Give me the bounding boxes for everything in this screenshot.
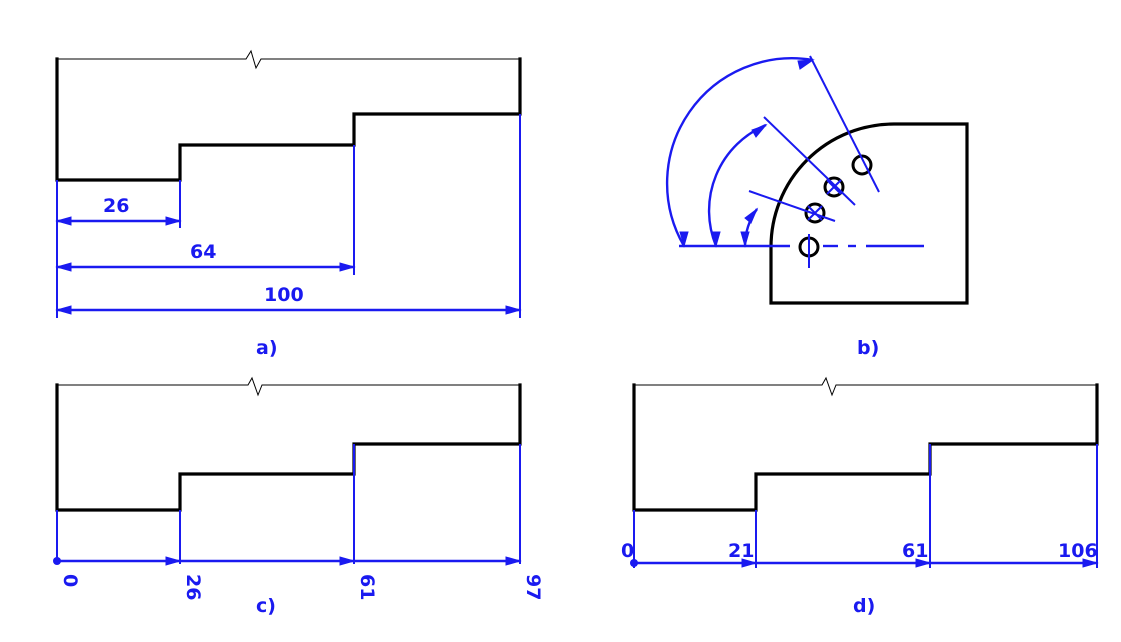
stepped-profile xyxy=(57,59,520,180)
arrowhead xyxy=(798,60,813,69)
arrowhead xyxy=(752,125,766,137)
arrowhead xyxy=(166,217,180,225)
dimension-text: 64 xyxy=(190,241,216,263)
arrowhead xyxy=(340,557,354,565)
arrowhead xyxy=(745,209,757,223)
dimension-text: 21 xyxy=(728,540,754,562)
panel-caption: c) xyxy=(256,595,276,617)
break-line xyxy=(57,378,520,395)
arrowhead xyxy=(166,557,180,565)
dimension-text: 100 xyxy=(264,284,304,306)
panel-caption: a) xyxy=(256,337,278,359)
arrowhead xyxy=(340,263,354,271)
dimension-text: 61 xyxy=(902,540,928,562)
break-line xyxy=(634,378,1097,395)
extension-line xyxy=(764,117,855,205)
angle-arc xyxy=(709,125,766,246)
dimension-text: 106 xyxy=(1058,540,1098,562)
dimension-text: 97 xyxy=(522,574,544,600)
dimension-text: 26 xyxy=(182,574,204,600)
arrowhead xyxy=(741,232,749,246)
arrowhead xyxy=(506,557,520,565)
panel-a: 26 64 100 a) xyxy=(57,51,520,359)
angle-arc xyxy=(667,58,813,246)
break-line xyxy=(57,51,520,68)
dimension-text: 0 xyxy=(621,540,634,562)
dimension-text: 61 xyxy=(356,574,378,600)
dimension-text: 26 xyxy=(103,195,129,217)
panel-c: 0 26 61 97 c) xyxy=(53,378,544,617)
panel-b: b) xyxy=(667,56,967,359)
stepped-profile xyxy=(634,385,1097,510)
arrowhead xyxy=(57,306,71,314)
dimension-text: 0 xyxy=(59,574,81,587)
stepped-profile xyxy=(57,385,520,510)
arrowhead xyxy=(506,306,520,314)
origin-dot xyxy=(53,557,61,565)
panel-caption: d) xyxy=(853,595,875,617)
panel-d: 0 21 61 106 d) xyxy=(621,378,1098,617)
panel-caption: b) xyxy=(857,337,879,359)
arrowhead xyxy=(57,263,71,271)
arrowhead xyxy=(57,217,71,225)
